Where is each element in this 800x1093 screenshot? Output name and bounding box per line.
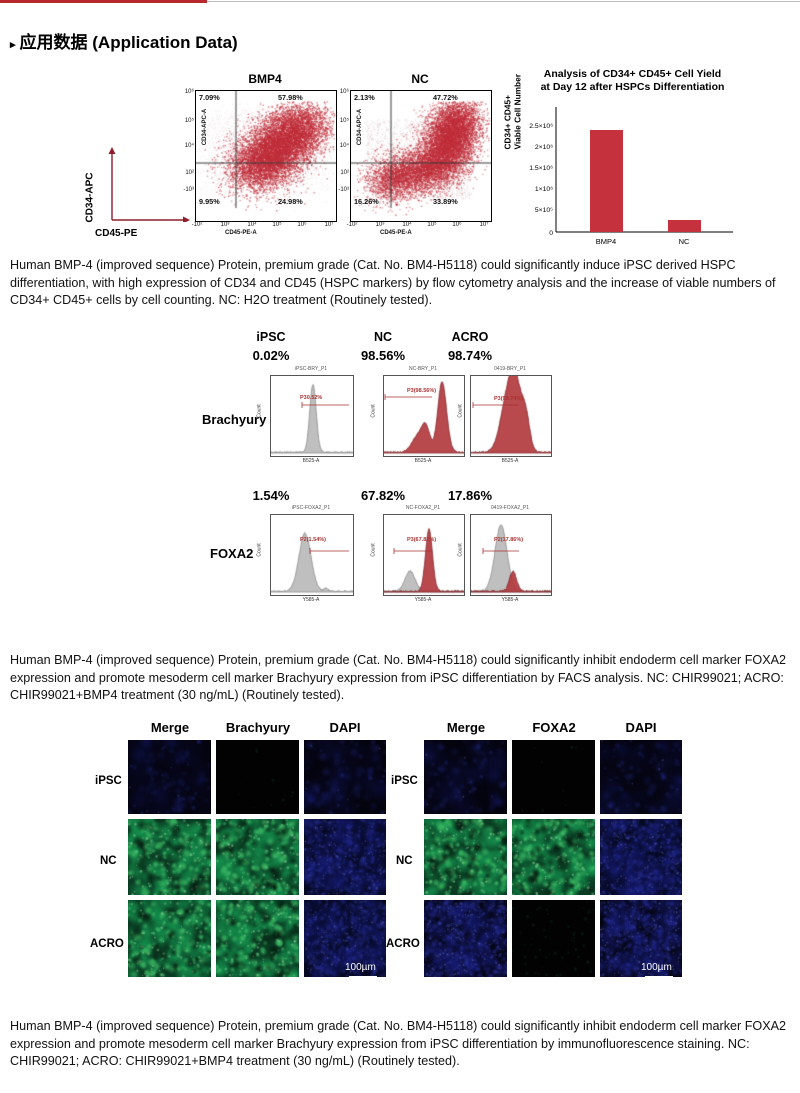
svg-text:0: 0 — [549, 230, 553, 237]
svg-text:2.5×10⁶: 2.5×10⁶ — [529, 123, 553, 130]
svg-text:1.5×10⁶: 1.5×10⁶ — [529, 165, 553, 172]
svg-text:5×10⁵: 5×10⁵ — [535, 207, 553, 214]
svg-text:BMP4: BMP4 — [596, 237, 616, 246]
svg-text:NC: NC — [679, 237, 690, 246]
svg-text:1×10⁶: 1×10⁶ — [535, 186, 553, 193]
svg-text:2×10⁶: 2×10⁶ — [535, 144, 553, 151]
